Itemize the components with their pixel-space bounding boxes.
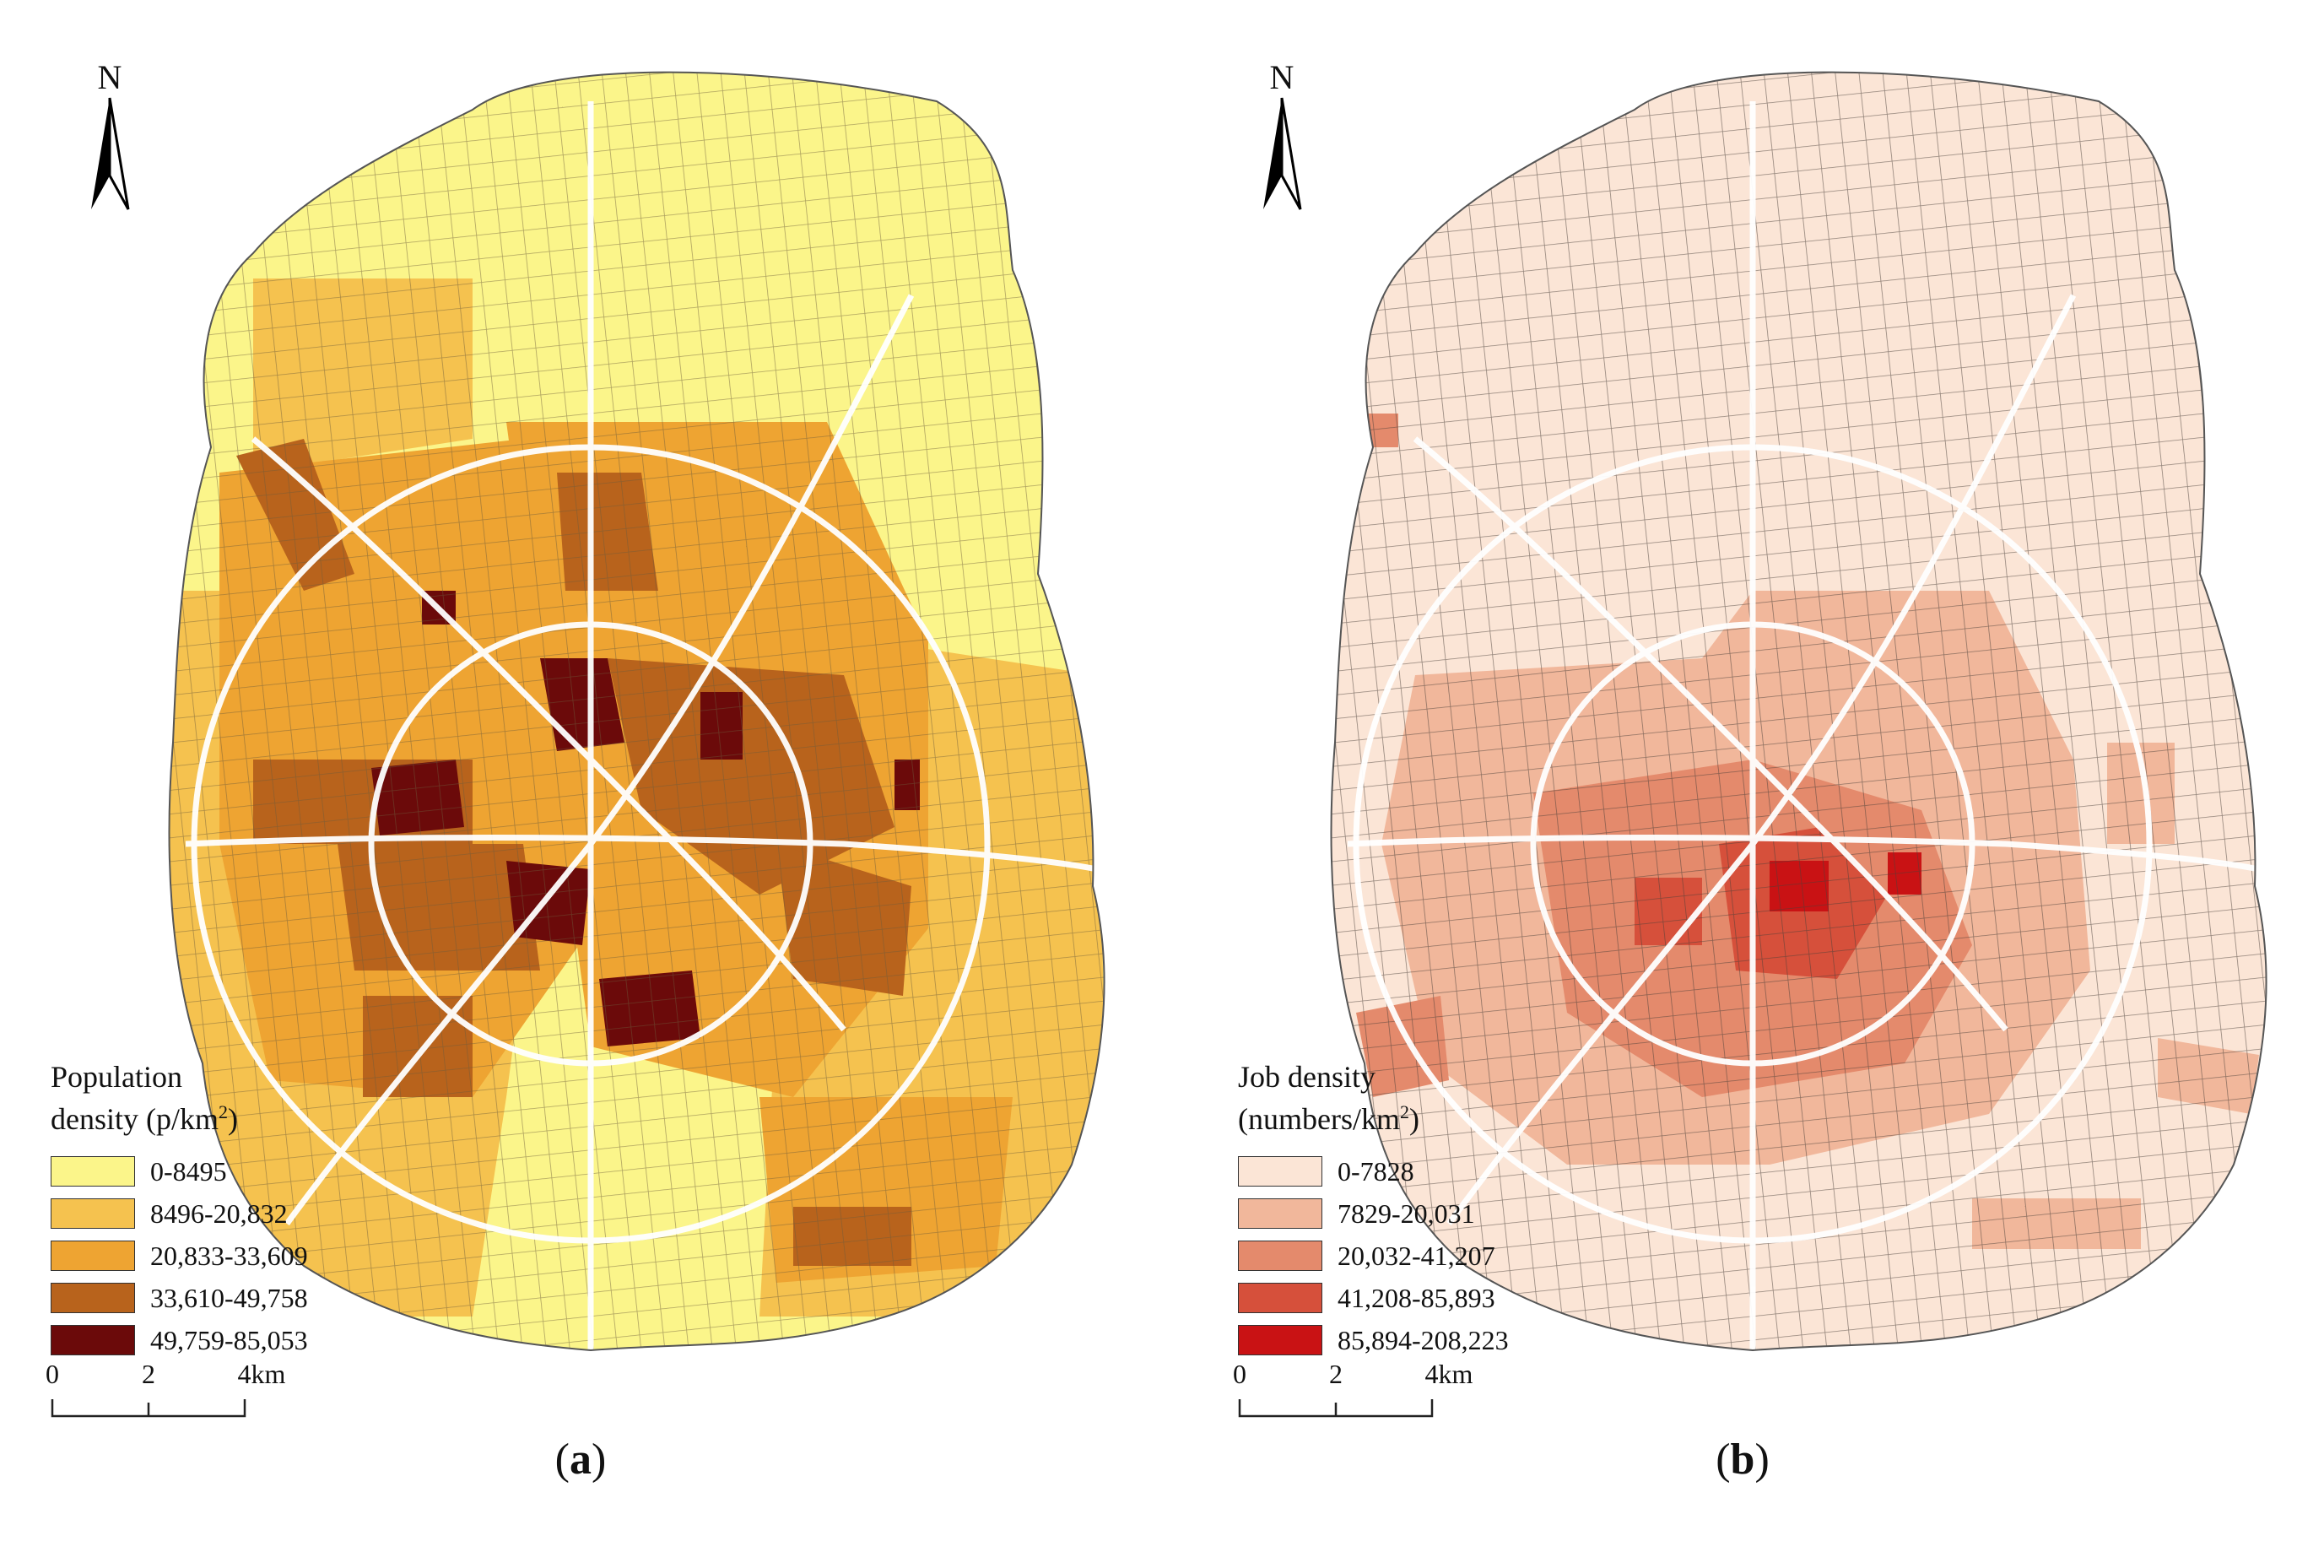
caption-letter: a (570, 1436, 592, 1484)
panel-population-density: N Population density (p/km2) 0-8495 8496… (46, 61, 1105, 1484)
north-arrow-icon (91, 97, 130, 210)
scale-bar-line (51, 1399, 246, 1418)
legend-title-sup: 2 (1399, 1101, 1409, 1122)
legend-label: 41,208-85,893 (1338, 1282, 1495, 1313)
legend-swatch (51, 1325, 135, 1355)
legend-item: 85,894-208,223 (1238, 1319, 1509, 1361)
legend-label: 7829-20,031 (1338, 1198, 1475, 1229)
legend-item: 41,208-85,893 (1238, 1277, 1509, 1319)
legend-label: 20,032-41,207 (1338, 1240, 1495, 1271)
legend-title-suffix: ) (227, 1102, 238, 1136)
scale-tick-label: 2 (142, 1359, 155, 1389)
caption-letter: b (1730, 1436, 1755, 1484)
legend-swatch (1238, 1325, 1322, 1355)
legend-label: 33,610-49,758 (150, 1282, 308, 1313)
scale-bar-line (1238, 1399, 1434, 1418)
legend-swatch (51, 1241, 135, 1271)
north-label: N (1269, 58, 1294, 96)
legend-label: 0-7828 (1338, 1155, 1414, 1187)
legend-b: Job density (numbers/km2) 0-7828 7829-20… (1238, 1059, 1509, 1361)
legend-swatch (1238, 1156, 1322, 1187)
scale-bar-b: 0 2 4km (1233, 1359, 1491, 1426)
north-arrow-b: N (1248, 61, 1316, 217)
legend-title-line1: Population (51, 1060, 183, 1094)
map-a-blocks (169, 72, 1105, 1350)
scale-tick-label: 2 (1329, 1359, 1343, 1389)
scale-bar-a: 0 2 4km (46, 1359, 304, 1426)
legend-swatch (51, 1156, 135, 1187)
scale-tick-label: 4km (1424, 1359, 1473, 1389)
legend-title: Population density (p/km2) (51, 1059, 308, 1137)
legend-item: 20,032-41,207 (1238, 1235, 1509, 1277)
scale-tick-label: 0 (46, 1359, 59, 1389)
north-label: N (97, 58, 122, 96)
legend-label: 49,759-85,053 (150, 1324, 308, 1355)
legend-a: Population density (p/km2) 0-8495 8496-2… (51, 1059, 308, 1361)
legend-label: 85,894-208,223 (1338, 1324, 1509, 1355)
map-b-blocks (1331, 72, 2267, 1350)
panel-caption-b: (b) (1716, 1436, 1770, 1484)
scale-tick-label: 0 (1233, 1359, 1246, 1389)
legend-swatch (1238, 1283, 1322, 1313)
legend-item: 49,759-85,053 (51, 1319, 308, 1361)
legend-title: Job density (numbers/km2) (1238, 1059, 1509, 1137)
legend-item: 20,833-33,609 (51, 1235, 308, 1277)
panel-job-density: N Job density (numbers/km2) 0-7828 7829-… (1162, 0, 2324, 1568)
legend-title-suffix: ) (1408, 1102, 1419, 1136)
legend-title-line1: Job density (1238, 1060, 1376, 1094)
legend-swatch (51, 1283, 135, 1313)
north-arrow-a: N (76, 61, 143, 217)
legend-swatch (1238, 1198, 1322, 1229)
legend-item: 8496-20,832 (51, 1192, 308, 1235)
legend-item: 0-7828 (1238, 1150, 1509, 1192)
legend-title-line2: density (p/km (51, 1102, 219, 1136)
legend-label: 8496-20,832 (150, 1198, 288, 1229)
north-arrow-icon (1263, 97, 1302, 210)
legend-label: 20,833-33,609 (150, 1240, 308, 1271)
legend-item: 7829-20,031 (1238, 1192, 1509, 1235)
legend-title-sup: 2 (218, 1101, 228, 1122)
legend-item: 0-8495 (51, 1150, 308, 1192)
population-density-map (168, 71, 1105, 1352)
job-density-map (1330, 71, 2267, 1352)
legend-swatch (1238, 1241, 1322, 1271)
legend-label: 0-8495 (150, 1155, 227, 1187)
legend-swatch (51, 1198, 135, 1229)
scale-tick-label: 4km (237, 1359, 286, 1389)
legend-item: 33,610-49,758 (51, 1277, 308, 1319)
legend-title-line2: (numbers/km (1238, 1102, 1400, 1136)
panel-caption-a: (a) (554, 1436, 607, 1484)
